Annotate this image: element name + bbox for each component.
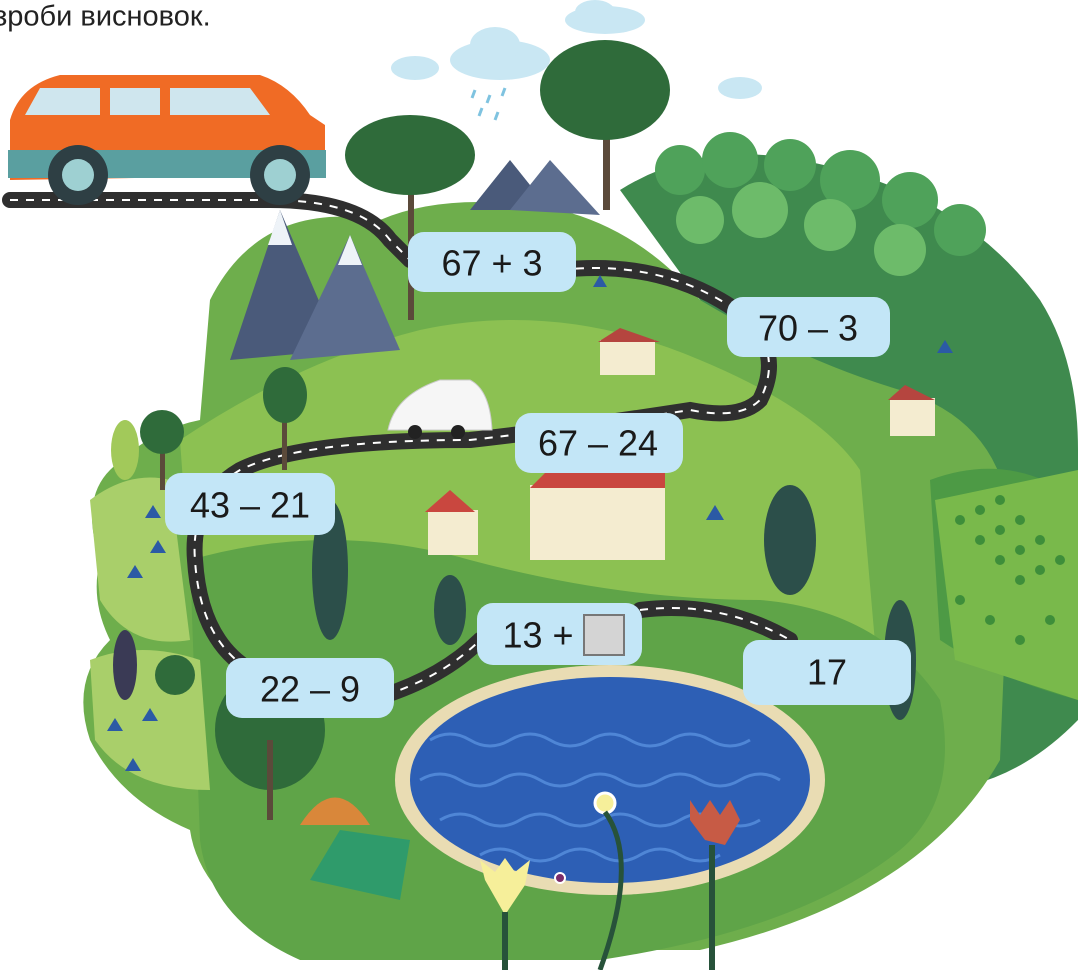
- label-text: 67 + 3: [441, 243, 542, 284]
- header-text: зроби висновок.: [0, 1, 211, 33]
- label-text: 13 +: [502, 615, 573, 656]
- illustration: зроби висновок.: [0, 0, 1078, 970]
- label-text: 70 – 3: [758, 308, 858, 349]
- label-text: 22 – 9: [260, 669, 360, 710]
- label-text: 67 – 24: [538, 423, 658, 464]
- page: зроби висновок.: [0, 0, 1078, 970]
- rain: [472, 88, 505, 120]
- label-text: 43 – 21: [190, 485, 310, 526]
- answer-box: [584, 615, 624, 655]
- label-text: 17: [807, 652, 847, 693]
- family-car: [8, 75, 326, 205]
